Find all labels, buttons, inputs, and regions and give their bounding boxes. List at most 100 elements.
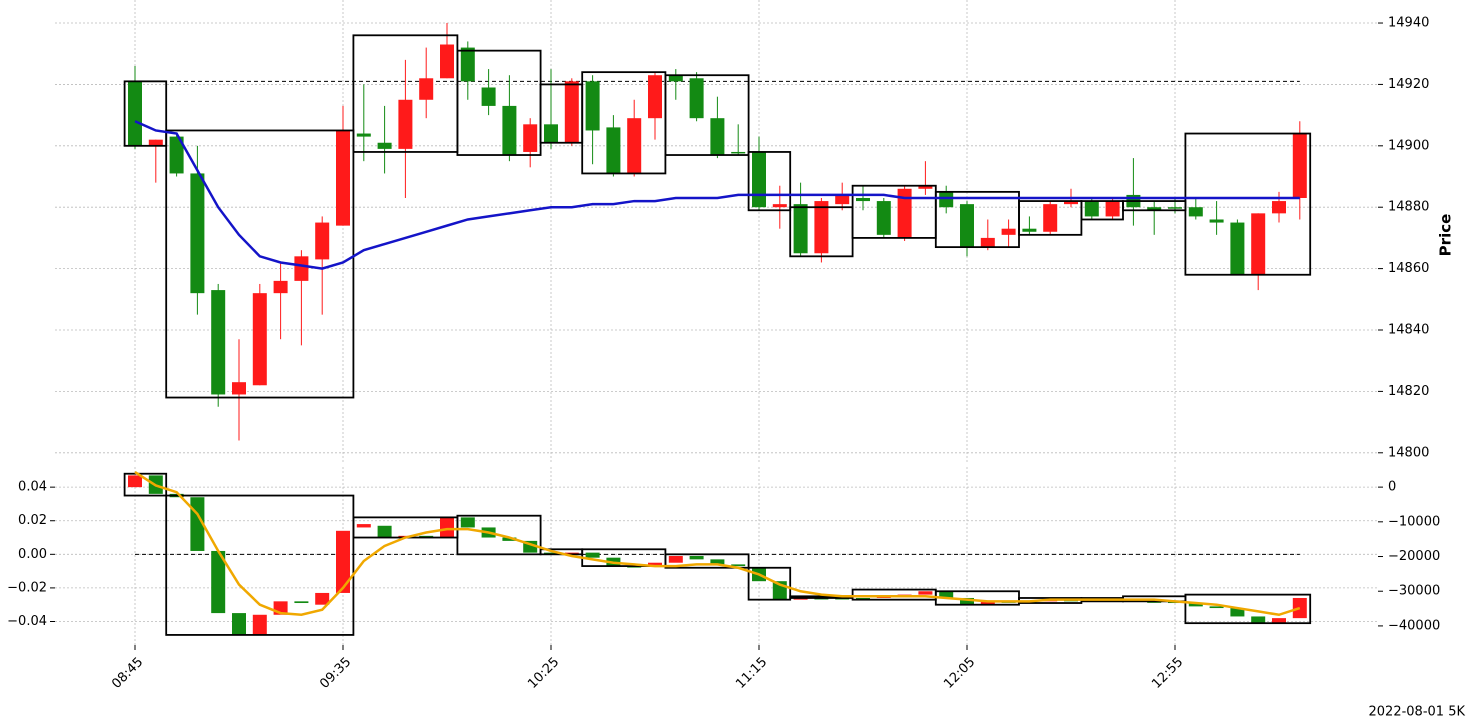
candle-body — [232, 382, 246, 395]
candle-body — [440, 44, 454, 79]
candle-body — [169, 136, 184, 174]
candle-body — [294, 256, 309, 281]
indicator-line — [134, 120, 1300, 270]
candle-body — [689, 78, 704, 119]
candle-body — [648, 75, 662, 119]
candle-body — [1084, 201, 1099, 217]
candle-body — [544, 124, 558, 143]
range-box — [747, 566, 792, 601]
range-box — [851, 184, 937, 239]
candle-body — [128, 475, 142, 488]
range-box — [165, 129, 355, 399]
candle-body — [668, 556, 683, 563]
candle-body — [1230, 222, 1245, 275]
candle-body — [814, 201, 829, 254]
candle-body — [460, 517, 475, 528]
candle-body — [336, 130, 350, 226]
y-tick-label: 0.04 — [18, 480, 47, 495]
candle-body — [523, 540, 538, 553]
y-tick-label: 14880 — [1388, 200, 1429, 215]
candle-body — [232, 613, 246, 635]
candle-body — [1209, 606, 1224, 609]
candle-body — [460, 47, 475, 82]
candle-body — [835, 194, 850, 205]
candle-body — [502, 537, 517, 541]
candle-body — [606, 127, 621, 174]
y-tick-label: 14860 — [1388, 261, 1429, 276]
y2-tick-label: −20000 — [1388, 549, 1440, 564]
candle-body — [502, 105, 517, 156]
candle-body — [1209, 219, 1224, 223]
y-tick-label: 14800 — [1388, 445, 1429, 460]
candle-body — [710, 559, 725, 565]
y-tick-label: 14940 — [1388, 16, 1429, 31]
y-tick-label: 0.02 — [18, 513, 47, 528]
candle-body — [252, 614, 267, 635]
candle-body — [876, 201, 891, 235]
candle-body — [1168, 207, 1182, 209]
y2-tick-label: −10000 — [1388, 514, 1440, 529]
candle-body — [481, 87, 496, 106]
candle-body — [148, 139, 163, 146]
candle-body — [668, 75, 683, 82]
candle-body — [752, 151, 766, 208]
range-box — [747, 151, 792, 212]
y2-tick-label: −40000 — [1388, 618, 1440, 633]
candle-body — [252, 293, 267, 386]
candle-body — [377, 525, 392, 538]
candle-body — [564, 81, 579, 143]
candle-body — [918, 185, 933, 189]
candle-body — [419, 78, 434, 100]
candle-body — [710, 118, 725, 156]
candle-body — [1188, 603, 1203, 607]
y-axis-title: Price — [1437, 214, 1455, 257]
candle-body — [211, 550, 226, 614]
candle-body — [440, 517, 454, 538]
range-box — [664, 553, 750, 569]
candle-body — [190, 173, 205, 294]
candle-body — [585, 552, 600, 558]
candle-body — [939, 591, 954, 598]
x-tick-label: 12:55 — [1149, 655, 1186, 692]
range-box — [123, 80, 168, 147]
candle-body — [1147, 207, 1162, 211]
range-box — [664, 74, 750, 156]
candle-body — [689, 556, 704, 560]
candle-body — [897, 188, 912, 238]
candle-body — [273, 280, 288, 294]
candle-body — [585, 81, 600, 131]
y-tick-label: 14900 — [1388, 138, 1429, 153]
candle-body — [772, 204, 787, 208]
candle-body — [980, 601, 995, 605]
candle-body — [315, 222, 330, 260]
y-tick-label: 14920 — [1388, 77, 1429, 92]
candle-body — [627, 118, 642, 174]
candle-body — [1251, 213, 1266, 275]
candle-body — [356, 524, 371, 528]
y-tick-label: −0.04 — [7, 614, 47, 629]
candle-body — [211, 290, 226, 395]
candle-body — [1022, 228, 1037, 232]
candle-body — [731, 564, 746, 567]
candle-body — [1272, 618, 1286, 624]
candle-body — [918, 591, 933, 595]
x-tick-label: 12:05 — [941, 655, 978, 692]
x-tick-label: 09:35 — [317, 655, 354, 692]
candle-body — [1043, 204, 1058, 232]
candle-body — [1230, 608, 1245, 617]
candle-body — [960, 204, 974, 248]
candle-body — [1292, 133, 1307, 198]
indicator-line — [134, 470, 1301, 617]
candle-body — [1001, 228, 1016, 235]
candle-body — [980, 237, 995, 248]
candle-body — [398, 99, 413, 149]
range-box — [165, 494, 355, 636]
candle-body — [960, 597, 974, 605]
y-tick-label: 14820 — [1388, 384, 1429, 399]
candle-body — [336, 530, 350, 593]
candle-body — [1105, 201, 1120, 217]
candle-body — [1251, 616, 1266, 624]
candle-body — [939, 191, 954, 208]
candle-body — [731, 151, 746, 154]
candle-body — [523, 124, 538, 152]
